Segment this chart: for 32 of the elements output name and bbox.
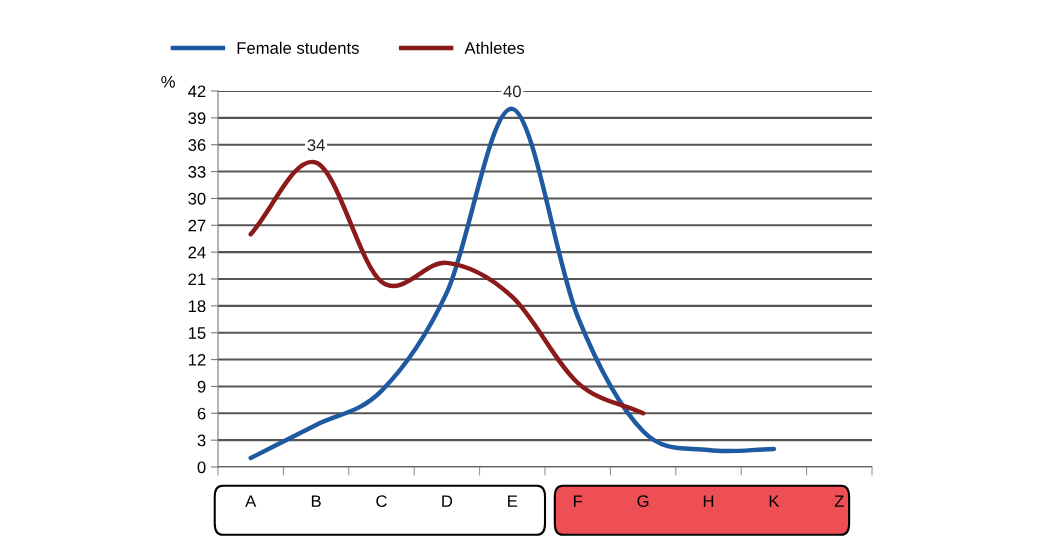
data-label: 34 <box>307 139 325 151</box>
y-axis-title: % <box>161 75 175 88</box>
x-tick-label: G <box>637 495 649 508</box>
x-tick-label: A <box>245 495 257 507</box>
x-tick-label: B <box>311 495 321 507</box>
x-tick-label: H <box>703 495 714 507</box>
y-tick-label: 6 <box>197 407 206 420</box>
legend-label: Athletes <box>464 41 525 54</box>
x-tick-label: C <box>376 495 387 508</box>
y-tick-label: 3 <box>197 434 206 447</box>
data-label: 40 <box>503 85 521 98</box>
y-tick-label: 21 <box>188 273 206 286</box>
y-tick-label: 0 <box>197 461 206 474</box>
y-tick-label: 15 <box>188 327 206 339</box>
y-tick-label: 18 <box>188 300 206 313</box>
x-tick-label: E <box>508 495 518 507</box>
y-tick-label: 39 <box>188 112 206 125</box>
y-tick-label: 42 <box>188 85 206 98</box>
line-series <box>248 106 777 461</box>
y-tick-label: 30 <box>188 192 206 205</box>
y-tick-label: 36 <box>188 139 206 151</box>
x-tick-label: Z <box>834 495 844 507</box>
x-tick-label: K <box>769 495 780 507</box>
y-tick-label: 24 <box>188 246 206 259</box>
x-tick-label: F <box>573 495 583 507</box>
y-tick-label: 9 <box>197 380 206 393</box>
x-tick-label: D <box>442 495 453 507</box>
line-series <box>248 159 646 416</box>
y-tick-label: 12 <box>188 353 206 366</box>
y-tick-label: 27 <box>188 219 206 232</box>
y-tick-label: 33 <box>188 165 206 178</box>
legend-label: Female students <box>237 41 359 54</box>
